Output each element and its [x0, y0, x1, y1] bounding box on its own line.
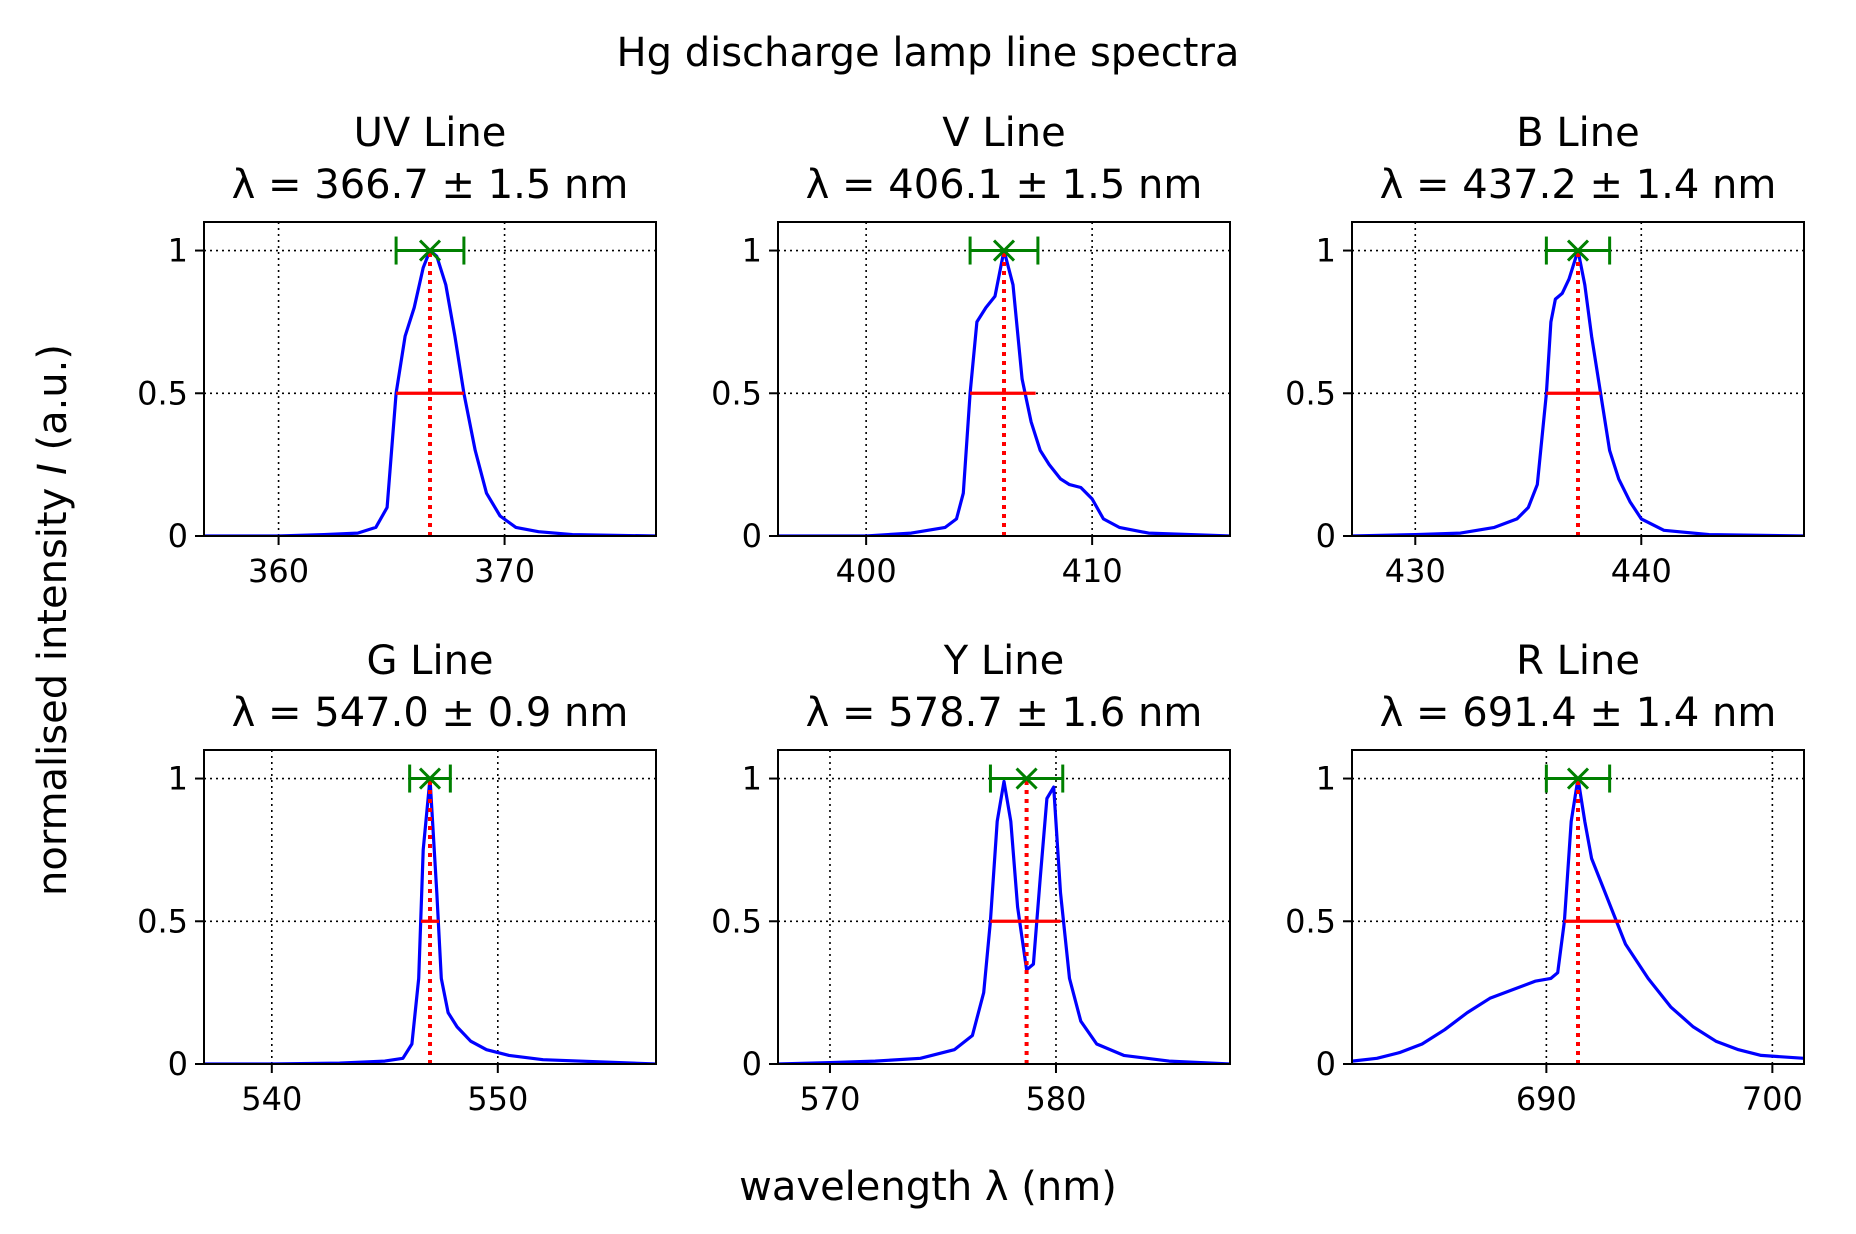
plot-area [204, 750, 656, 1064]
y-tick-label: 0.5 [137, 902, 188, 940]
x-tick-label: 570 [799, 1080, 860, 1118]
subplot-2: V Line λ = 406.1 ± 1.5 nm 400 410 0 0.5 1 [711, 110, 1231, 590]
plot-area [778, 222, 1230, 536]
y-tick-label: 1 [742, 232, 762, 270]
y-tick-label: 0 [168, 1045, 188, 1083]
axes-frame [203, 221, 657, 537]
subplot-wavelength-label: λ = 691.4 ± 1.4 nm [1380, 690, 1777, 736]
y-axis-label: normalised intensity I (a.u.) [30, 344, 76, 896]
subplot-3: B Line λ = 437.2 ± 1.4 nm 430 440 0 0.5 1 [1285, 110, 1805, 590]
peak-marker [1015, 767, 1038, 790]
y-tick-label: 0.5 [1285, 374, 1336, 412]
y-axis-label-suffix: (a.u.) [30, 344, 76, 463]
plot-area [778, 750, 1230, 1064]
y-axis-label-prefix: normalised intensity [30, 475, 76, 896]
plot-area [204, 222, 656, 536]
subplot-title: UV Line [354, 110, 507, 156]
y-tick-label: 0 [742, 517, 762, 555]
x-tick-label: 440 [1611, 552, 1672, 590]
axes-frame [203, 749, 657, 1065]
peak-marker [418, 239, 442, 262]
subplot-5: Y Line λ = 578.7 ± 1.6 nm 570 580 0 0.5 1 [711, 638, 1231, 1118]
y-tick-label: 0 [168, 517, 188, 555]
y-tick-label: 1 [168, 232, 188, 270]
subplot-4: G Line λ = 547.0 ± 0.9 nm 540 550 0 0.5 1 [137, 638, 657, 1118]
plot-area [1352, 750, 1804, 1064]
x-tick-label: 360 [248, 552, 309, 590]
figure-title: Hg discharge lamp line spectra [617, 30, 1240, 76]
y-tick-label: 0 [1316, 1045, 1336, 1083]
peak-marker [992, 239, 1016, 262]
y-tick-label: 0 [1316, 517, 1336, 555]
subplot-wavelength-label: λ = 547.0 ± 0.9 nm [232, 690, 629, 736]
y-tick-label: 0.5 [137, 374, 188, 412]
subplot-wavelength-label: λ = 366.7 ± 1.5 nm [232, 162, 629, 208]
subplot-wavelength-label: λ = 406.1 ± 1.5 nm [806, 162, 1203, 208]
subplot-title: R Line [1516, 638, 1640, 684]
axes-frame [1351, 221, 1805, 537]
spectrum-line [1352, 248, 1804, 536]
x-axis-label: wavelength λ (nm) [739, 1164, 1117, 1210]
subplot-wavelength-label: λ = 578.7 ± 1.6 nm [806, 690, 1203, 736]
y-tick-label: 1 [168, 760, 188, 798]
axes-frame [1351, 749, 1805, 1065]
subplot-title: V Line [942, 110, 1065, 156]
spectrum-line [204, 776, 656, 1064]
axes-frame [777, 221, 1231, 537]
x-tick-label: 400 [836, 552, 897, 590]
x-tick-label: 370 [474, 552, 535, 590]
x-tick-label: 540 [241, 1080, 302, 1118]
subplot-wavelength-label: λ = 437.2 ± 1.4 nm [1380, 162, 1777, 208]
subplot-title: Y Line [943, 638, 1065, 684]
axes-frame [777, 749, 1231, 1065]
subplot-title: G Line [366, 638, 493, 684]
spectrum-line [778, 779, 1230, 1064]
y-tick-label: 0 [742, 1045, 762, 1083]
plot-area [1352, 222, 1804, 536]
peak-marker [1566, 239, 1590, 262]
x-tick-label: 410 [1062, 552, 1123, 590]
y-tick-label: 1 [1316, 232, 1336, 270]
y-axis-label-symbol: I [30, 463, 76, 475]
y-tick-label: 0.5 [711, 902, 762, 940]
y-tick-label: 0.5 [711, 374, 762, 412]
y-tick-label: 0.5 [1285, 902, 1336, 940]
spectrum-line [778, 248, 1230, 536]
subplot-1: UV Line λ = 366.7 ± 1.5 nm 360 370 0 0.5 1 [137, 110, 657, 590]
x-tick-label: 580 [1025, 1080, 1086, 1118]
x-tick-label: 690 [1516, 1080, 1577, 1118]
spectrum-line [1352, 776, 1804, 1063]
subplot-title: B Line [1516, 110, 1640, 156]
y-tick-label: 1 [742, 760, 762, 798]
peak-marker [418, 767, 442, 790]
x-tick-label: 550 [467, 1080, 528, 1118]
x-tick-label: 700 [1742, 1080, 1803, 1118]
peak-marker [1566, 767, 1590, 790]
x-tick-label: 430 [1385, 552, 1446, 590]
subplot-6: R Line λ = 691.4 ± 1.4 nm 690 700 0 0.5 1 [1285, 638, 1805, 1118]
y-tick-label: 1 [1316, 760, 1336, 798]
